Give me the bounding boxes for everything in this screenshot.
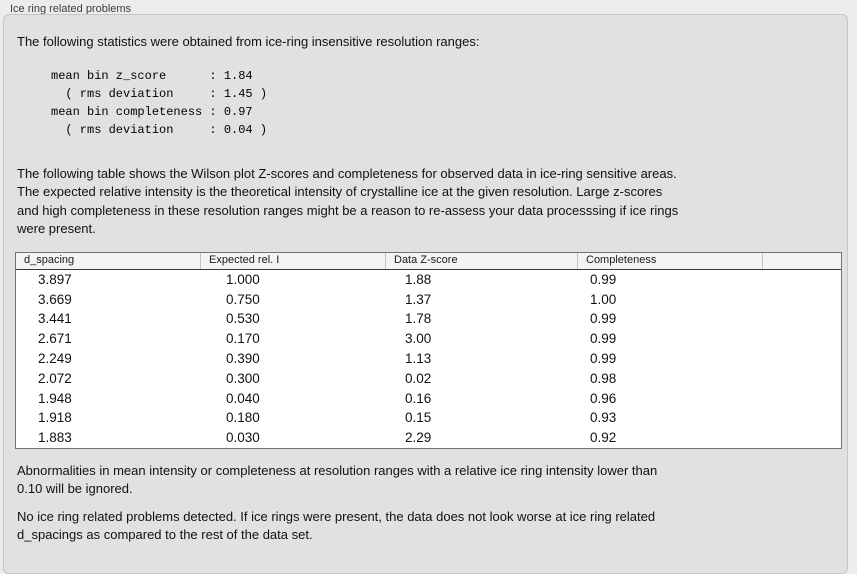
table-cell: 1.13 bbox=[405, 351, 432, 367]
table-cell: 3.897 bbox=[38, 271, 72, 287]
column-header-d-spacing[interactable]: d_spacing bbox=[24, 253, 75, 266]
table-row[interactable]: 1.948 0.040 0.16 0.96 bbox=[16, 388, 841, 408]
table-cell: 0.02 bbox=[405, 370, 432, 386]
ice-ring-table: d_spacing Expected rel. I Data Z-score C… bbox=[15, 251, 842, 449]
table-cell: 0.98 bbox=[590, 370, 617, 386]
table-row[interactable]: 1.883 0.030 2.29 0.92 bbox=[16, 428, 841, 448]
table-cell: 0.030 bbox=[226, 430, 260, 446]
table-row[interactable]: 3.897 1.000 1.88 0.99 bbox=[16, 270, 841, 290]
ice-ring-panel: The following statistics were obtained f… bbox=[3, 14, 848, 574]
table-row[interactable]: 3.669 0.750 1.37 1.00 bbox=[16, 289, 841, 309]
table-cell: 0.99 bbox=[590, 311, 617, 327]
table-cell: 3.00 bbox=[405, 331, 432, 347]
table-row[interactable]: 3.441 0.530 1.78 0.99 bbox=[16, 309, 841, 329]
table-cell: 0.93 bbox=[590, 410, 617, 426]
column-header-empty bbox=[762, 252, 841, 269]
table-cell: 2.671 bbox=[38, 331, 72, 347]
table-body: 3.897 1.000 1.88 0.99 3.669 0.750 1.37 1.00 3.44… bbox=[16, 270, 841, 448]
table-cell: 0.96 bbox=[590, 390, 617, 406]
table-header-row: d_spacing Expected rel. I Data Z-score C… bbox=[16, 252, 841, 270]
intro-text: The following statistics were obtained f… bbox=[17, 34, 480, 49]
table-cell: 1.00 bbox=[590, 291, 617, 307]
table-cell: 0.99 bbox=[590, 351, 617, 367]
ignore-note-text: Abnormalities in mean intensity or compl… bbox=[17, 462, 658, 497]
table-cell: 0.530 bbox=[226, 311, 260, 327]
table-row[interactable]: 2.249 0.390 1.13 0.99 bbox=[16, 349, 841, 369]
table-cell: 0.99 bbox=[590, 271, 617, 287]
table-cell: 0.16 bbox=[405, 390, 432, 406]
column-header-completeness[interactable]: Completeness bbox=[577, 252, 762, 269]
table-cell: 2.072 bbox=[38, 370, 72, 386]
table-cell: 0.300 bbox=[226, 370, 260, 386]
table-cell: 1.948 bbox=[38, 390, 72, 406]
table-row[interactable]: 1.918 0.180 0.15 0.93 bbox=[16, 408, 841, 428]
table-cell: 0.180 bbox=[226, 410, 260, 426]
table-cell: 0.170 bbox=[226, 331, 260, 347]
conclusion-text: No ice ring related problems detected. I… bbox=[17, 508, 656, 543]
table-cell: 3.441 bbox=[38, 311, 72, 327]
table-cell: 1.78 bbox=[405, 311, 432, 327]
table-row[interactable]: 2.671 0.170 3.00 0.99 bbox=[16, 329, 841, 349]
table-cell: 1.88 bbox=[405, 271, 432, 287]
table-cell: 1.883 bbox=[38, 430, 72, 446]
table-cell: 0.750 bbox=[226, 291, 260, 307]
table-cell: 0.15 bbox=[405, 410, 432, 426]
table-cell: 1.37 bbox=[405, 291, 432, 307]
table-cell: 0.92 bbox=[590, 430, 617, 446]
table-cell: 2.29 bbox=[405, 430, 432, 446]
table-cell: 1.918 bbox=[38, 410, 72, 426]
table-description-text: The following table shows the Wilson plo… bbox=[17, 165, 679, 237]
table-row[interactable]: 2.072 0.300 0.02 0.98 bbox=[16, 368, 841, 388]
panel-title: Ice ring related problems bbox=[10, 3, 132, 15]
table-cell: 3.669 bbox=[38, 291, 72, 307]
column-header-expected-rel-i[interactable]: Expected rel. I bbox=[200, 252, 385, 269]
table-cell: 0.99 bbox=[590, 331, 617, 347]
table-cell: 1.000 bbox=[226, 271, 260, 287]
table-cell: 2.249 bbox=[38, 351, 72, 367]
statistics-block: mean bin z_score : 1.84 ( rms deviation … bbox=[51, 68, 268, 137]
table-cell: 0.040 bbox=[226, 390, 260, 406]
table-cell: 0.390 bbox=[226, 351, 260, 367]
column-header-data-z-score[interactable]: Data Z-score bbox=[385, 252, 577, 269]
